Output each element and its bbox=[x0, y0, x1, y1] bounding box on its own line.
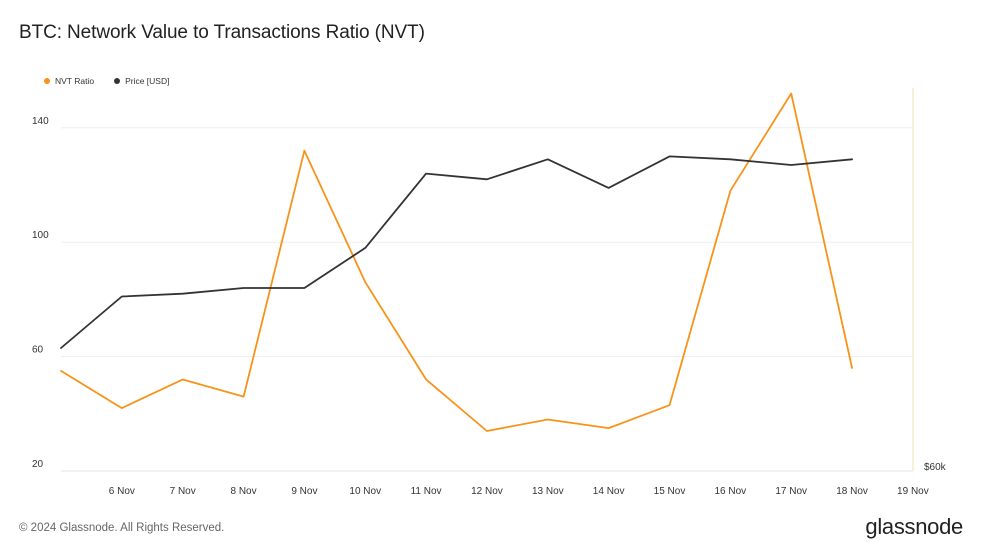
legend-item-price[interactable]: Price [USD] bbox=[114, 76, 169, 86]
right-axis-tick: $60k bbox=[924, 462, 947, 473]
x-tick-label: 10 Nov bbox=[349, 486, 381, 497]
x-tick-label: 11 Nov bbox=[411, 486, 442, 497]
x-tick-label: 18 Nov bbox=[836, 486, 868, 497]
chart-legend: NVT Ratio Price [USD] bbox=[44, 76, 169, 86]
glassnode-logo: glassnode bbox=[865, 514, 963, 539]
x-tick-label: 7 Nov bbox=[170, 486, 196, 497]
x-axis-ticks: 6 Nov 7 Nov 8 Nov 9 Nov 10 Nov 11 Nov 12 Nov 13… bbox=[109, 486, 929, 497]
y-tick-label: 60 bbox=[32, 345, 44, 356]
x-tick-label: 17 Nov bbox=[775, 486, 807, 497]
x-tick-label: 9 Nov bbox=[291, 486, 317, 497]
y-tick-label: 140 bbox=[32, 116, 49, 127]
y-tick-label: 100 bbox=[32, 230, 49, 241]
x-tick-label: 14 Nov bbox=[593, 486, 625, 497]
series-layer bbox=[60, 92, 853, 432]
legend-swatch-nvt bbox=[44, 78, 50, 84]
copyright-footer: © 2024 Glassnode. All Rights Reserved. bbox=[19, 522, 225, 534]
legend-item-nvt[interactable]: NVT Ratio bbox=[44, 76, 94, 86]
legend-swatch-price bbox=[114, 78, 121, 84]
chart-title: BTC: Network Value to Transactions Ratio… bbox=[19, 22, 425, 43]
x-tick-label: 6 Nov bbox=[109, 486, 135, 497]
legend-label-price: Price [USD] bbox=[125, 76, 170, 86]
x-tick-label: 13 Nov bbox=[532, 486, 564, 497]
legend-label-nvt: NVT Ratio bbox=[55, 76, 95, 86]
x-tick-label: 15 Nov bbox=[654, 486, 686, 497]
series-line-price bbox=[60, 155, 853, 349]
x-tick-label: 19 Nov bbox=[897, 486, 929, 497]
x-tick-label: 12 Nov bbox=[471, 486, 503, 497]
x-tick-label: 8 Nov bbox=[230, 486, 256, 497]
y-axis-ticks: 20 60 100 140 bbox=[32, 116, 49, 470]
x-tick-label: 16 Nov bbox=[715, 486, 747, 497]
y-tick-label: 20 bbox=[32, 459, 44, 470]
series-line-nvt-ratio bbox=[60, 92, 853, 432]
